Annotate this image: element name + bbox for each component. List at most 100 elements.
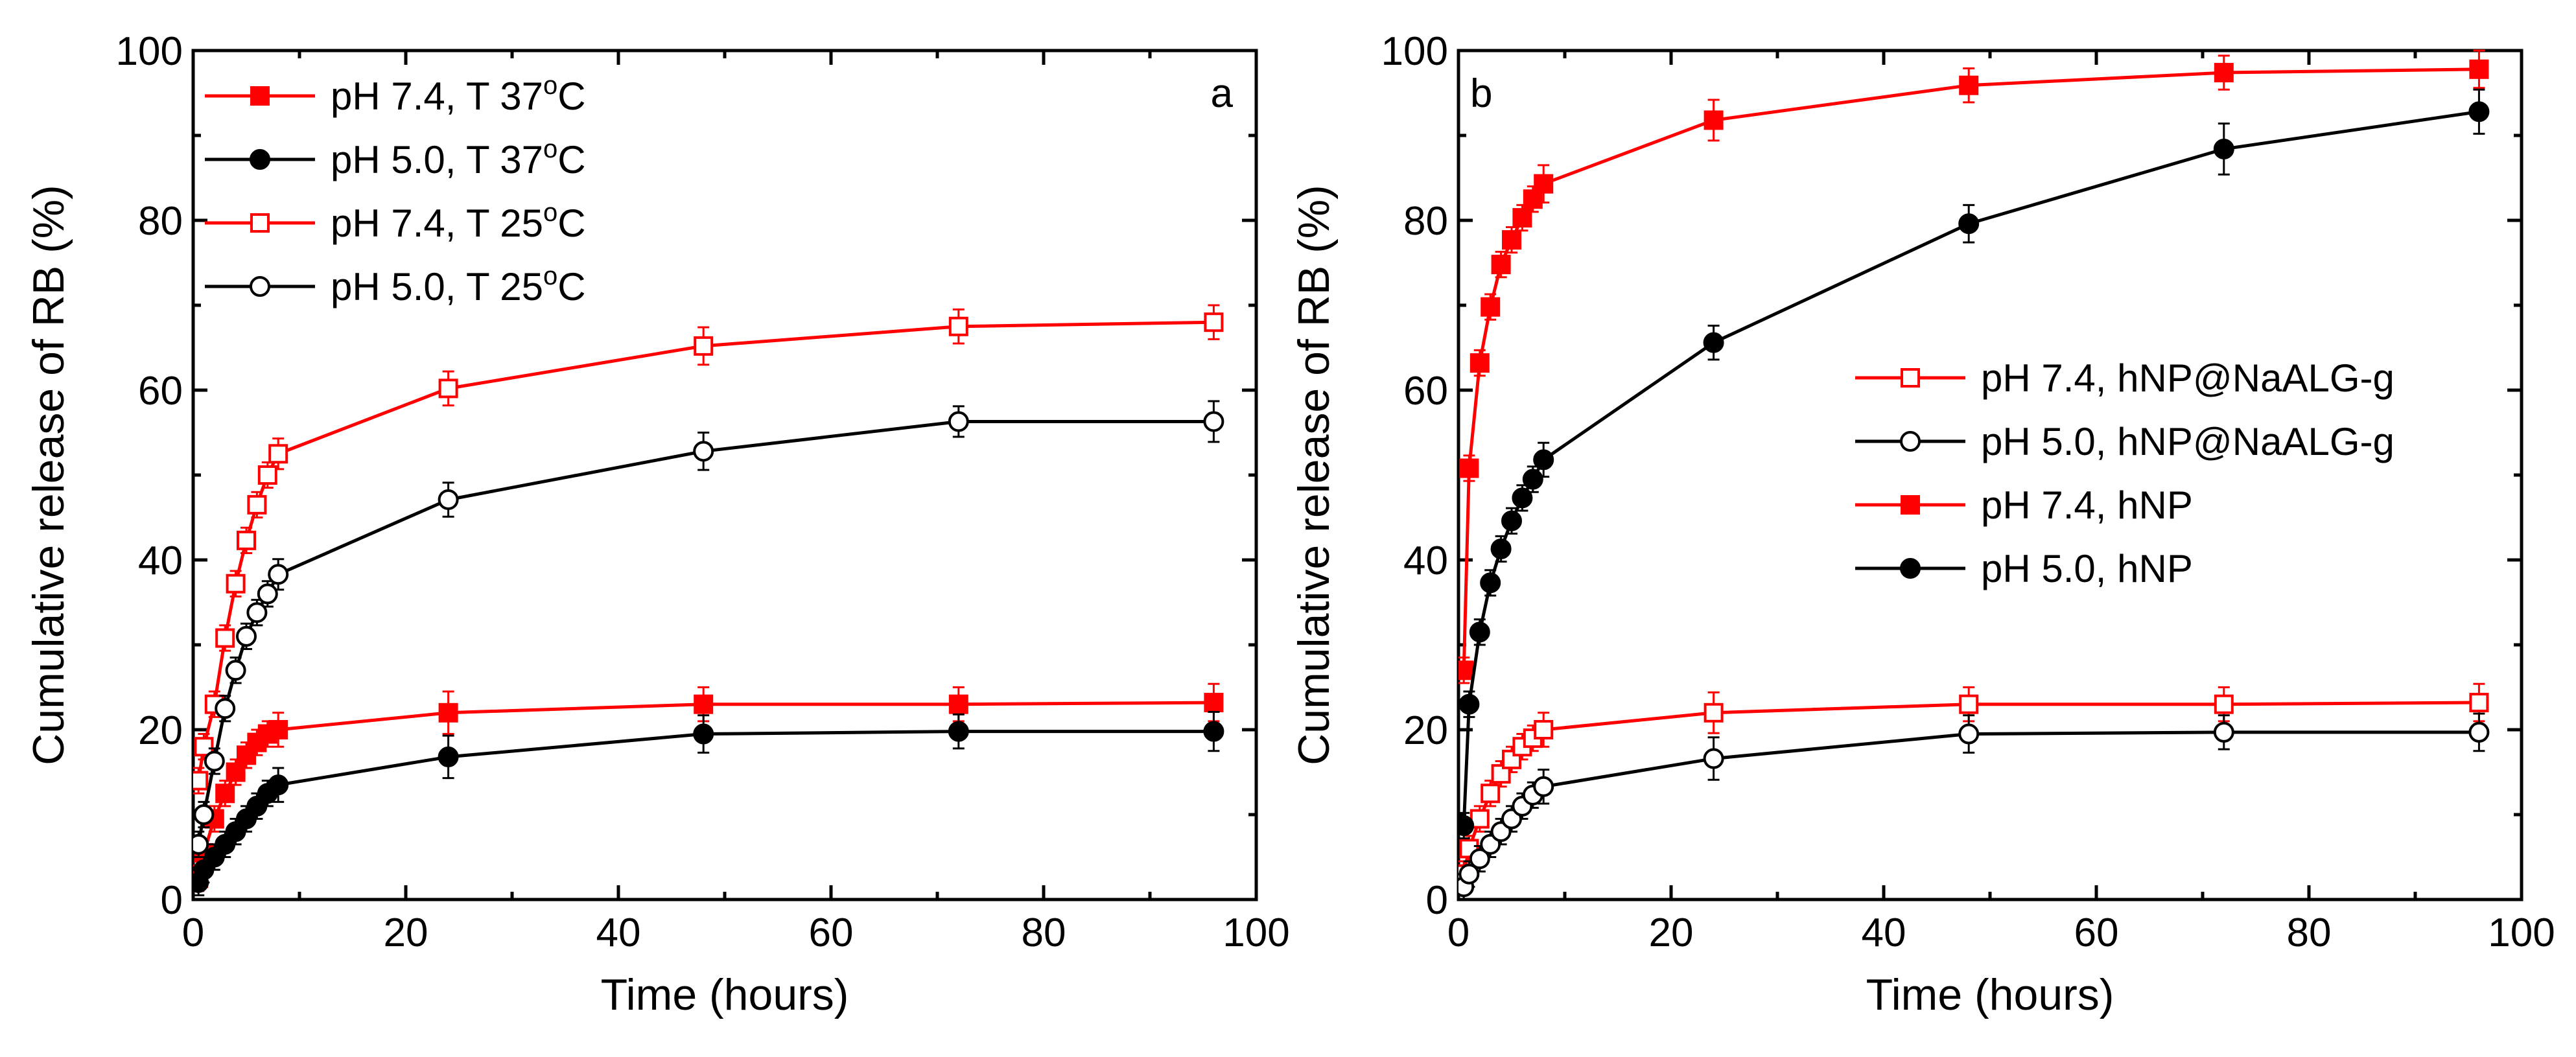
data-point [1522, 469, 1543, 490]
data-point [237, 530, 256, 550]
y-tick-label: 80 [1403, 199, 1448, 244]
y-tick-label: 40 [1403, 539, 1448, 583]
legend-label: pH 7.4, hNP@NaALG-g [1981, 356, 2395, 400]
data-point [2469, 693, 2489, 713]
legend-marker [1901, 368, 1920, 388]
x-tick-label: 60 [809, 911, 854, 955]
legend-marker [1901, 495, 1920, 515]
data-point [1459, 458, 1479, 478]
series-ph-7-4-hnp [1458, 49, 2489, 684]
data-point [1704, 110, 1724, 130]
data-point [226, 762, 246, 782]
legend-label: pH 5.0, T 25oC [331, 262, 586, 308]
data-point [1458, 815, 1475, 837]
x-axis-label: Time (hours) [1866, 970, 2114, 1019]
data-point [1959, 694, 1979, 714]
legend-entry: pH 5.0, hNP@NaALG-g [1855, 420, 2395, 463]
data-point [204, 750, 225, 772]
x-tick-label: 100 [2488, 911, 2555, 955]
data-point [1704, 703, 1724, 723]
data-point [694, 336, 714, 356]
panel-letter: a [1211, 71, 1234, 116]
x-tick-label: 100 [1223, 911, 1289, 955]
data-point [1469, 621, 1490, 643]
series-ph-7-4-t-25 [193, 304, 1224, 795]
data-point [193, 771, 209, 791]
y-tick-label: 100 [116, 29, 183, 74]
data-point [193, 833, 209, 855]
legend-label: pH 7.4, T 25oC [331, 198, 586, 245]
x-tick-label: 20 [1649, 911, 1694, 955]
data-point [438, 746, 459, 767]
data-point [215, 698, 236, 719]
data-point [194, 737, 214, 757]
data-point [1203, 411, 1224, 432]
chart-panel-a: 0 20 40 60 80 100 0 20 40 60 80 100 Time (hours) Cumu… [24, 29, 1290, 1019]
data-point [193, 804, 215, 825]
series-ph-5-0-t-25 [193, 400, 1224, 858]
data-point [237, 745, 256, 765]
y-tick-label: 60 [1403, 369, 1448, 413]
legend-label: pH 5.0, hNP [1981, 547, 2193, 590]
data-point [948, 411, 969, 432]
data-point [1204, 312, 1224, 332]
data-point [1469, 848, 1490, 870]
data-point [693, 723, 714, 745]
data-point [268, 720, 288, 739]
series-ph-5-0-t-37 [193, 710, 1224, 896]
data-point [1534, 720, 1554, 739]
legend-marker [1900, 431, 1921, 452]
data-point [1958, 723, 1980, 745]
y-axis-label: Cumulative release of RB (%) [1289, 185, 1339, 765]
legend-entry: pH 5.0, T 25oC [205, 262, 586, 308]
y-tick-label: 0 [1426, 878, 1448, 923]
legend-marker [250, 149, 270, 170]
y-tick-label: 0 [161, 878, 183, 923]
legend-label: pH 5.0, T 37oC [331, 135, 586, 181]
data-point [225, 660, 246, 681]
legend-unit: C [557, 138, 585, 181]
data-point [236, 625, 257, 647]
legend-unit: C [557, 202, 585, 245]
data-point [1204, 693, 1224, 713]
legend-marker [1900, 558, 1921, 579]
x-tick-label: 0 [1447, 911, 1469, 955]
data-point [2214, 63, 2234, 83]
data-point [2468, 721, 2490, 743]
y-tick-label: 100 [1381, 29, 1448, 74]
chart-panel-b: 0 20 40 60 80 100 0 20 40 60 80 100 Time (hours) Cumu… [1289, 29, 2555, 1019]
data-point [693, 441, 714, 462]
y-tick-label: 20 [1403, 708, 1448, 753]
legend-label: pH 7.4, hNP [1981, 483, 2193, 527]
data-point [1512, 208, 1532, 228]
data-point [247, 494, 267, 515]
legend-degree-sup: o [543, 135, 557, 163]
data-point [268, 774, 289, 796]
data-point [948, 316, 968, 336]
data-point [1481, 297, 1501, 317]
legend-label: pH 5.0, hNP@NaALG-g [1981, 420, 2395, 463]
legend-degree-sup: o [543, 262, 557, 290]
data-point [226, 574, 246, 594]
data-point [1491, 255, 1511, 275]
data-point [438, 489, 459, 510]
series-ph-5-0-hnp-naalg-g [1458, 712, 2490, 900]
data-point [1533, 449, 1554, 470]
data-point [2213, 138, 2234, 159]
data-point [268, 444, 288, 464]
data-point [1534, 174, 1554, 194]
y-tick-label: 80 [138, 199, 183, 244]
legend-marker [250, 86, 270, 106]
y-axis-label: Cumulative release of RB (%) [24, 185, 73, 765]
legend-entry: pH 7.4, hNP [1855, 483, 2193, 527]
legend-degree-sup: o [543, 71, 557, 100]
series-ph-5-0-hnp [1458, 88, 2490, 840]
legend-marker [250, 276, 270, 297]
y-tick-label: 40 [138, 539, 183, 583]
x-tick-label: 0 [182, 911, 204, 955]
data-point [215, 784, 235, 804]
x-tick-label: 60 [2074, 911, 2119, 955]
data-point [1481, 784, 1501, 804]
legend-entry: pH 7.4, T 25oC [205, 198, 586, 245]
